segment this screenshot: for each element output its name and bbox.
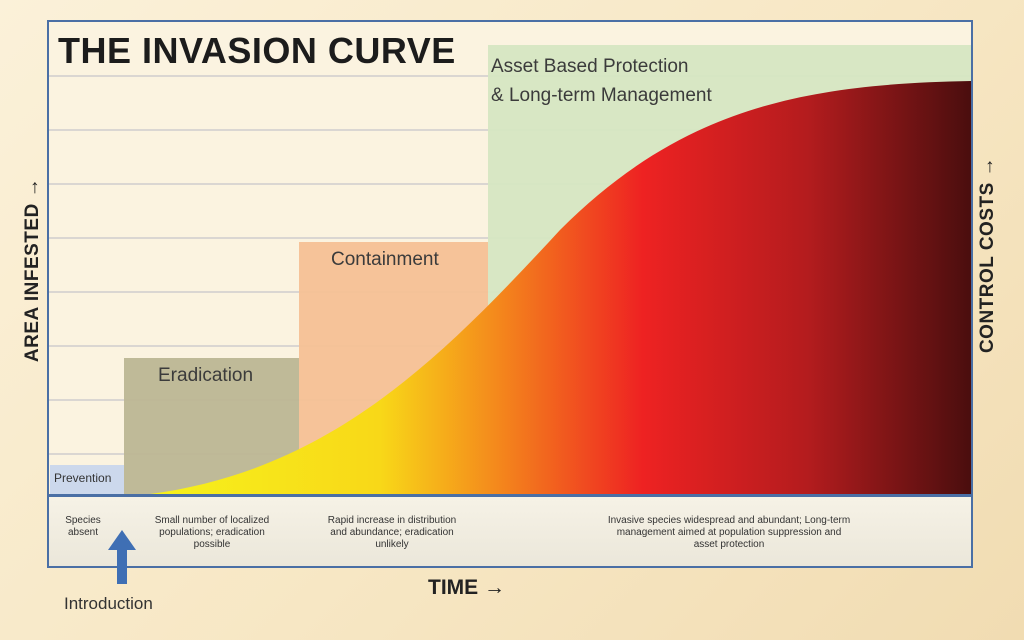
desc-containment: Rapid increase in distribution and abund… [307,515,477,551]
desc-eradication: Small number of localized populations; e… [137,515,287,551]
x-axis-label: TIME → [428,576,505,599]
desc-line: Rapid increase in distribution [327,515,457,526]
asset-protection-label: Asset Based Protection & Long-term Manag… [491,52,712,110]
desc-asset-protection: Invasive species widespread and abundant… [559,515,899,551]
desc-line: and abundance; eradication [330,527,454,538]
y-axis-left-label: AREA INFESTED → [22,177,43,363]
desc-line: Invasive species widespread and abundant… [607,515,851,526]
desc-line: possible [193,539,231,550]
eradication-label: Eradication [158,365,254,386]
introduction-label: Introduction [64,594,153,613]
stage-description-band: Species absent Small number of localized… [47,496,973,568]
prevention-label: Prevention [54,471,112,485]
desc-line: populations; eradication [159,527,265,538]
desc-line: Small number of localized [154,515,270,526]
invasion-curve [150,81,971,494]
desc-line: unlikely [375,539,409,550]
containment-label: Containment [331,249,439,270]
desc-line: absent [67,527,99,538]
y-axis-right-label: CONTROL COSTS → [977,156,998,354]
desc-line: management aimed at population suppressi… [616,527,842,538]
asset-protection-label-line1: Asset Based Protection [491,56,689,77]
desc-species-absent: Species absent [57,515,109,539]
page-title: THE INVASION CURVE [58,30,456,71]
prevention-box [50,465,124,494]
asset-protection-label-line2: & Long-term Management [491,85,712,106]
introduction-arrow-icon [108,530,136,584]
desc-line: asset protection [693,539,765,550]
desc-line: Species [65,515,101,526]
